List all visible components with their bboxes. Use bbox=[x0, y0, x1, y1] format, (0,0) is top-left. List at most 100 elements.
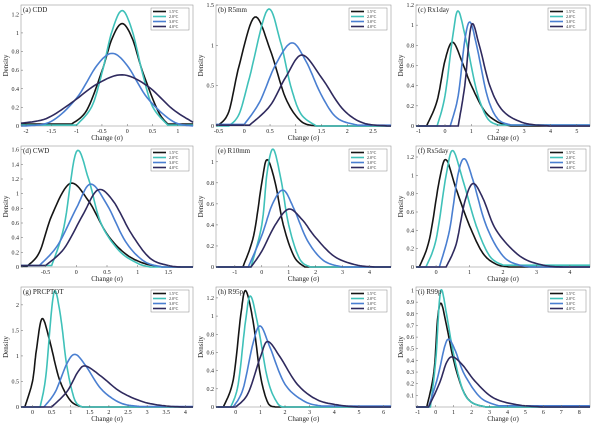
legend-label: 3.0°C bbox=[367, 160, 377, 165]
legend-label: 1.5°C bbox=[566, 291, 576, 296]
x-axis-label: Change (σ) bbox=[91, 134, 123, 142]
x-tick-label: 4 bbox=[568, 270, 571, 276]
y-axis-label: Density bbox=[397, 195, 405, 217]
y-tick-label: 0.4 bbox=[207, 223, 215, 229]
legend: 1.5°C2.0°C3.0°C4.0°C bbox=[547, 148, 587, 172]
y-tick-label: 0.8 bbox=[407, 192, 415, 198]
y-axis-label: Density bbox=[397, 336, 405, 358]
y-tick-label: 1.6 bbox=[12, 148, 20, 154]
y-tick-label: 0.1 bbox=[407, 393, 415, 399]
x-tick-label: 7 bbox=[560, 410, 563, 416]
series-line-2.0°C bbox=[416, 288, 590, 408]
y-tick-label: 0.7 bbox=[407, 323, 415, 329]
y-tick-label: 0.4 bbox=[12, 236, 20, 242]
x-tick-label: 2.5 bbox=[369, 129, 377, 135]
legend-label: 2.0°C bbox=[367, 155, 377, 160]
x-tick-label: 0 bbox=[234, 410, 237, 416]
y-tick-label: 0.8 bbox=[407, 312, 415, 318]
y-tick-label: 0.6 bbox=[407, 335, 415, 341]
legend-label: 4.0°C bbox=[169, 24, 179, 29]
x-axis-label: Change (σ) bbox=[487, 415, 519, 423]
legend-box bbox=[150, 7, 190, 31]
x-tick-label: 6 bbox=[542, 410, 545, 416]
y-tick-label: 0.6 bbox=[407, 210, 415, 216]
series-line-2.0°C bbox=[21, 289, 193, 408]
legend-label: 4.0°C bbox=[566, 165, 576, 170]
x-tick-label: 1 bbox=[69, 410, 72, 416]
x-axis-label: Change (σ) bbox=[288, 415, 320, 423]
x-tick-label: 4 bbox=[333, 410, 336, 416]
y-tick-label: 0.6 bbox=[407, 64, 415, 70]
y-axis-label: Density bbox=[2, 54, 10, 76]
x-tick-label: 3 bbox=[535, 270, 538, 276]
panel-h-r95p: 0 1 2 3 4 5 6 0 0.2 0.4 0.6 0.8 1 1.2 Change (σ) Densit… bbox=[197, 286, 392, 423]
y-tick-label: 1 bbox=[16, 192, 19, 198]
x-tick-label: 2 bbox=[496, 129, 499, 135]
x-tick-label: 0.5 bbox=[149, 129, 157, 135]
x-tick-label: 1 bbox=[259, 410, 262, 416]
x-tick-label: 2 bbox=[284, 410, 287, 416]
legend-box bbox=[547, 289, 587, 313]
legend: 1.5°C2.0°C3.0°C4.0°C bbox=[348, 148, 388, 172]
legend-label: 3.0°C bbox=[566, 19, 576, 24]
panel-title: (c) Rx1day bbox=[418, 6, 450, 14]
series-line-1.5°C bbox=[21, 182, 193, 268]
legend-label: 1.5°C bbox=[169, 150, 179, 155]
x-tick-label: 2 bbox=[470, 410, 473, 416]
y-tick-label: 0.2 bbox=[207, 244, 215, 250]
x-tick-label: 1 bbox=[470, 129, 473, 135]
x-tick-label: 0 bbox=[434, 410, 437, 416]
series-line-4.0°C bbox=[21, 188, 193, 268]
x-tick-label: 2 bbox=[502, 270, 505, 276]
legend: 1.5°C2.0°C3.0°C4.0°C bbox=[150, 7, 190, 31]
series-line-1.5°C bbox=[216, 158, 391, 268]
legend-label: 1.5°C bbox=[367, 9, 377, 14]
panel-title: (e) R10mm bbox=[218, 147, 251, 155]
legend-box bbox=[547, 7, 587, 31]
y-tick-label: 1 bbox=[411, 173, 414, 179]
x-tick-label: 4 bbox=[368, 270, 371, 276]
series-line-4.0°C bbox=[216, 340, 391, 408]
x-tick-label: 2.5 bbox=[124, 410, 132, 416]
y-tick-label: 1 bbox=[411, 288, 414, 294]
legend-label: 3.0°C bbox=[169, 160, 179, 165]
legend-label: 4.0°C bbox=[367, 306, 377, 311]
x-tick-label: 1 bbox=[468, 270, 471, 276]
x-axis-label: Change (σ) bbox=[91, 275, 123, 283]
legend-label: 3.0°C bbox=[566, 160, 576, 165]
y-tick-label: 0.8 bbox=[207, 332, 215, 338]
panel-f-rx5day: 0 1 2 3 4 0 0.2 0.4 0.6 0.8 1 1.2 Change (σ) Density (… bbox=[397, 145, 591, 283]
legend-label: 3.0°C bbox=[367, 19, 377, 24]
y-tick-label: 0.6 bbox=[207, 202, 215, 208]
y-tick-label: 0 bbox=[16, 124, 19, 130]
y-tick-label: 0.4 bbox=[12, 87, 20, 93]
x-tick-label: -0.5 bbox=[97, 129, 107, 135]
panel-title: (g) PRCPTOT bbox=[23, 288, 64, 296]
y-tick-label: 0 bbox=[16, 405, 19, 411]
y-tick-label: 2 bbox=[16, 303, 19, 309]
legend-label: 3.0°C bbox=[169, 19, 179, 24]
y-axis-label: Density bbox=[397, 54, 405, 76]
y-tick-label: 0.8 bbox=[207, 181, 215, 187]
y-tick-label: 0 bbox=[16, 265, 19, 271]
legend-label: 1.5°C bbox=[566, 9, 576, 14]
legend-label: 4.0°C bbox=[367, 165, 377, 170]
series-line-3.0°C bbox=[416, 338, 590, 408]
y-tick-label: 1 bbox=[211, 314, 214, 320]
x-tick-label: 6 bbox=[382, 410, 385, 416]
legend-label: 2.0°C bbox=[169, 296, 179, 301]
y-axis-label: Density bbox=[197, 54, 205, 76]
x-tick-label: 0 bbox=[31, 410, 34, 416]
x-tick-label: -1 bbox=[415, 410, 420, 416]
y-tick-label: 0 bbox=[211, 124, 214, 130]
y-tick-label: 0 bbox=[411, 124, 414, 130]
x-tick-label: 0 bbox=[75, 270, 78, 276]
legend-label: 2.0°C bbox=[367, 14, 377, 19]
series-line-1.5°C bbox=[21, 22, 193, 125]
legend: 1.5°C2.0°C3.0°C4.0°C bbox=[150, 148, 190, 172]
legend-box bbox=[348, 289, 388, 313]
x-tick-label: 0 bbox=[444, 129, 447, 135]
x-axis-label: Change (σ) bbox=[288, 275, 320, 283]
